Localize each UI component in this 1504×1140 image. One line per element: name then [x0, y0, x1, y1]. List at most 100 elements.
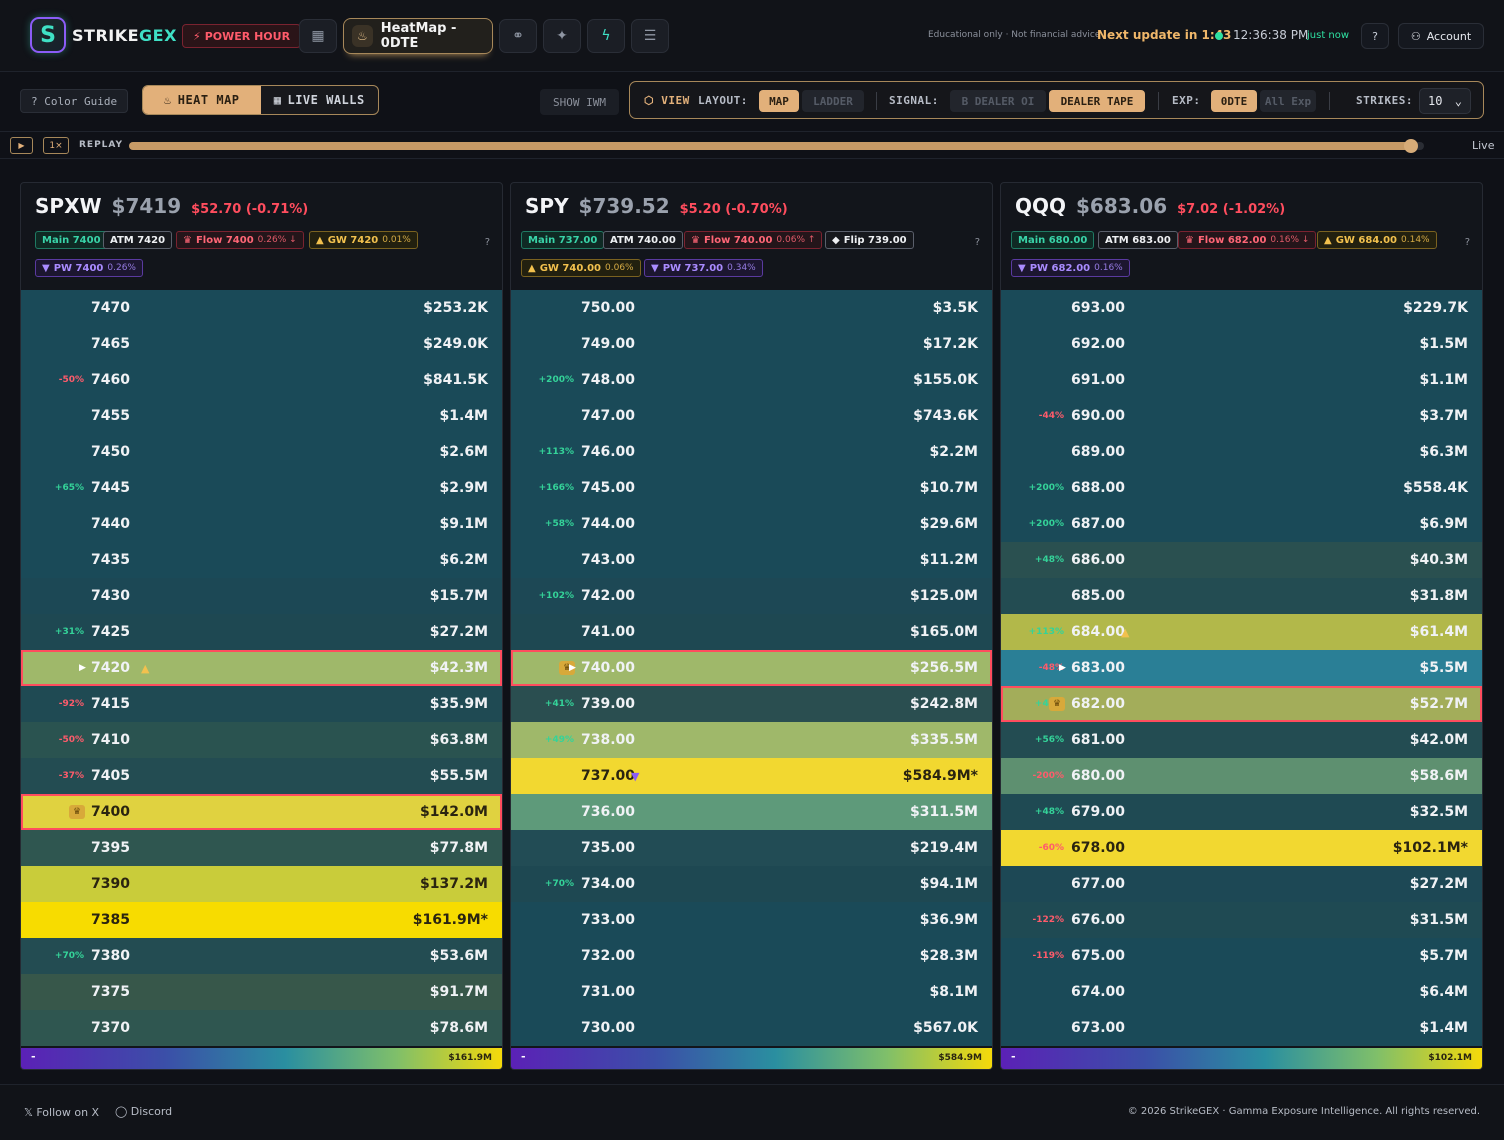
gw-tag[interactable]: ▲ GW 7420 0.01% — [309, 231, 418, 249]
signal-dealer-oi-option[interactable]: B DEALER OI — [950, 90, 1046, 112]
strike-row[interactable]: +49% 738.00 $335.5M — [511, 722, 992, 758]
strike-row[interactable]: +31% 7425 $27.2M — [21, 614, 502, 650]
sparkle-nav-button[interactable]: ✦ — [543, 19, 581, 53]
main-tag[interactable]: Main 737.00 — [521, 231, 605, 249]
exp-all-option[interactable]: All Exp — [1260, 90, 1316, 112]
strike-row[interactable]: -48% ▶ 683.00 $5.5M — [1001, 650, 1482, 686]
follow-on-x-link[interactable]: 𝕏 Follow on X — [24, 1106, 100, 1119]
strike-row[interactable]: 7440 $9.1M — [21, 506, 502, 542]
strike-row[interactable]: 730.00 $567.0K — [511, 1010, 992, 1046]
color-guide-button[interactable]: ? Color Guide — [20, 89, 129, 113]
strike-row[interactable]: 731.00 $8.1M — [511, 974, 992, 1010]
show-iwm-button[interactable]: SHOW IWM — [540, 89, 619, 115]
strike-row[interactable]: 749.00 $17.2K — [511, 326, 992, 362]
strike-row[interactable]: +113% 684.00 ▲ $61.4M — [1001, 614, 1482, 650]
strike-row[interactable]: +200% 687.00 $6.9M — [1001, 506, 1482, 542]
strike-row[interactable]: +48% 686.00 $40.3M — [1001, 542, 1482, 578]
strike-row[interactable]: 689.00 $6.3M — [1001, 434, 1482, 470]
layout-map-option[interactable]: MAP — [759, 90, 799, 112]
flow-tag[interactable]: ♛ Flow 740.00 0.06% ↑ — [684, 231, 823, 249]
strike-row[interactable]: -92% 7415 $35.9M — [21, 686, 502, 722]
panel-help-icon[interactable]: ? — [974, 237, 980, 248]
live-label[interactable]: Live — [1472, 139, 1495, 152]
sliders-nav-button[interactable]: ☰ — [631, 19, 669, 53]
strike-row[interactable]: 693.00 $229.7K — [1001, 290, 1482, 326]
strike-row[interactable]: 732.00 $28.3M — [511, 938, 992, 974]
atm-tag[interactable]: ATM 740.00 — [603, 231, 683, 249]
strike-row[interactable]: +200% 688.00 $558.4K — [1001, 470, 1482, 506]
lightning-nav-button[interactable]: ϟ — [587, 19, 625, 53]
strike-row[interactable]: 7435 $6.2M — [21, 542, 502, 578]
live-walls-tab[interactable]: ▦ LIVE WALLS — [273, 93, 365, 107]
power-hour-button[interactable]: ⚡ POWER HOUR — [182, 24, 302, 48]
flow-tag[interactable]: ♛ Flow 7400 0.26% ↓ — [176, 231, 304, 249]
strike-row[interactable]: 736.00 $311.5M — [511, 794, 992, 830]
strike-row[interactable]: 7395 $77.8M — [21, 830, 502, 866]
strike-row[interactable]: -50% 7410 $63.8M — [21, 722, 502, 758]
strike-row[interactable]: 673.00 $1.4M — [1001, 1010, 1482, 1046]
strike-row[interactable]: +70% 7380 $53.6M — [21, 938, 502, 974]
strike-row[interactable]: -119% 675.00 $5.7M — [1001, 938, 1482, 974]
help-button[interactable]: ? — [1361, 23, 1389, 49]
strike-row[interactable]: 737.00 ▼ $584.9M* — [511, 758, 992, 794]
strike-row[interactable]: +56% 681.00 $42.0M — [1001, 722, 1482, 758]
strike-row[interactable]: 7370 $78.6M — [21, 1010, 502, 1046]
strike-row[interactable]: -60% 678.00 $102.1M* — [1001, 830, 1482, 866]
speed-button[interactable]: 1× — [43, 137, 69, 154]
strike-row[interactable]: +40%♛682.00$52.7M — [1001, 686, 1482, 722]
strike-row[interactable]: -37% 7405 $55.5M — [21, 758, 502, 794]
strike-row[interactable]: 735.00 $219.4M — [511, 830, 992, 866]
strike-row[interactable]: +70% 734.00 $94.1M — [511, 866, 992, 902]
strike-row[interactable]: -50% 7460 $841.5K — [21, 362, 502, 398]
main-tag[interactable]: Main 680.00 — [1011, 231, 1095, 249]
gw-tag[interactable]: ▲ GW 740.00 0.06% — [521, 259, 641, 277]
flow-tag[interactable]: ♛ Flow 682.00 0.16% ↓ — [1178, 231, 1317, 249]
strike-row[interactable]: 7430 $15.7M — [21, 578, 502, 614]
strike-row[interactable]: ♛ ▶ 740.00 $256.5M — [511, 650, 992, 686]
strike-row[interactable]: +48% 679.00 $32.5M — [1001, 794, 1482, 830]
strike-row[interactable]: 743.00 $11.2M — [511, 542, 992, 578]
exp-0dte-option[interactable]: 0DTE — [1211, 90, 1257, 112]
strike-row[interactable]: +102% 742.00 $125.0M — [511, 578, 992, 614]
replay-slider[interactable] — [129, 139, 1424, 153]
strike-row[interactable]: 7470 $253.2K — [21, 290, 502, 326]
strike-row[interactable]: 7385 $161.9M* — [21, 902, 502, 938]
strike-row[interactable]: +200% 748.00 $155.0K — [511, 362, 992, 398]
atm-tag[interactable]: ATM 683.00 — [1098, 231, 1178, 249]
strike-row[interactable]: 741.00 $165.0M — [511, 614, 992, 650]
strike-row[interactable]: 692.00 $1.5M — [1001, 326, 1482, 362]
gw-tag[interactable]: ▲ GW 684.00 0.14% — [1317, 231, 1437, 249]
strike-row[interactable]: 674.00 $6.4M — [1001, 974, 1482, 1010]
play-button[interactable]: ▶ — [10, 137, 33, 154]
panel-help-icon[interactable]: ? — [484, 237, 490, 248]
pw-tag[interactable]: ▼ PW 7400 0.26% — [35, 259, 143, 277]
strike-row[interactable]: 7455 $1.4M — [21, 398, 502, 434]
layout-ladder-option[interactable]: LADDER — [802, 90, 864, 112]
strike-row[interactable]: +166% 745.00 $10.7M — [511, 470, 992, 506]
strike-row[interactable]: -122% 676.00 $31.5M — [1001, 902, 1482, 938]
strike-row[interactable]: 691.00 $1.1M — [1001, 362, 1482, 398]
strike-row[interactable]: 747.00 $743.6K — [511, 398, 992, 434]
map-nav-button[interactable]: ▦ — [299, 19, 337, 53]
strike-row[interactable]: +113% 746.00 $2.2M — [511, 434, 992, 470]
strike-row[interactable]: 733.00 $36.9M — [511, 902, 992, 938]
strike-row[interactable]: 7390 $137.2M — [21, 866, 502, 902]
pw-tag[interactable]: ▼ PW 682.00 0.16% — [1011, 259, 1130, 277]
panel-help-icon[interactable]: ? — [1464, 237, 1470, 248]
main-tag[interactable]: Main 7400 — [35, 231, 108, 249]
strike-row[interactable]: 7375 $91.7M — [21, 974, 502, 1010]
strike-row[interactable]: 7450 $2.6M — [21, 434, 502, 470]
strike-row[interactable]: 677.00 $27.2M — [1001, 866, 1482, 902]
network-nav-button[interactable]: ⚭ — [499, 19, 537, 53]
strike-row[interactable]: +58% 744.00 $29.6M — [511, 506, 992, 542]
discord-link[interactable]: ◯ Discord — [115, 1105, 173, 1118]
account-button[interactable]: ⚇ Account — [1398, 23, 1484, 49]
pw-tag[interactable]: ▼ PW 737.00 0.34% — [644, 259, 763, 277]
heatmap-0dte-nav-button[interactable]: ♨ HeatMap - 0DTE — [343, 18, 493, 54]
heat-map-tab[interactable]: ♨ HEAT MAP — [143, 86, 261, 114]
flip-tag[interactable]: ◆ Flip 739.00 — [825, 231, 914, 249]
strike-row[interactable]: 7465 $249.0K — [21, 326, 502, 362]
signal-dealer-tape-option[interactable]: DEALER TAPE — [1049, 90, 1145, 112]
strike-row[interactable]: +65% 7445 $2.9M — [21, 470, 502, 506]
strike-row[interactable]: -44% 690.00 $3.7M — [1001, 398, 1482, 434]
